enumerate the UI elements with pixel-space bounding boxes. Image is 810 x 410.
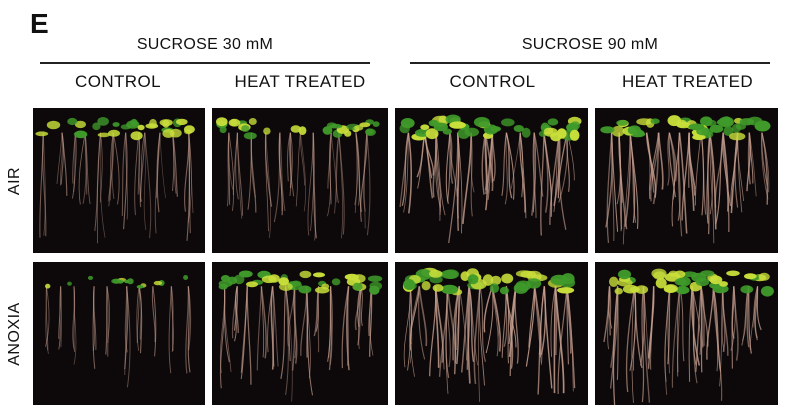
- photo-air-control-90-seedlings: [395, 108, 588, 253]
- column-label-control-30: CONTROL: [75, 72, 161, 91]
- photo-air-control-30-seedlings: [33, 108, 205, 253]
- photo-air-control-30: [33, 108, 205, 253]
- photo-air-heat-90: [595, 108, 778, 253]
- photo-anoxia-control-90-seedlings: [395, 262, 588, 405]
- photo-anoxia-control-30: [33, 262, 205, 405]
- photo-anoxia-control-90: [395, 262, 588, 405]
- photo-air-heat-90-seedlings: [595, 108, 778, 253]
- photo-anoxia-heat-30-seedlings: [212, 262, 388, 405]
- column-label-heat-treated-90: HEAT TREATED: [621, 72, 754, 91]
- panel-letter: E: [30, 8, 49, 39]
- photo-anoxia-heat-90-seedlings: [595, 262, 778, 405]
- column-label-heat-treated-30: HEAT TREATED: [234, 72, 366, 91]
- row-label-air: AIR: [6, 166, 23, 196]
- photo-anoxia-heat-90: [595, 262, 778, 405]
- group-title-sucrose-90: SUCROSE 90 mM: [521, 36, 659, 53]
- row-label-anoxia: ANOXIA: [6, 302, 23, 366]
- group-title-sucrose-30: SUCROSE 30 mM: [136, 36, 274, 53]
- photo-anoxia-control-30-seedlings: [33, 262, 205, 405]
- photo-anoxia-heat-30: [212, 262, 388, 405]
- photo-air-heat-30: [212, 108, 388, 253]
- column-label-control-90: CONTROL: [449, 72, 536, 91]
- photo-air-heat-30-seedlings: [212, 108, 388, 253]
- photo-air-control-90: [395, 108, 588, 253]
- group-underline-sucrose-90: [410, 62, 770, 64]
- group-underline-sucrose-30: [40, 62, 370, 64]
